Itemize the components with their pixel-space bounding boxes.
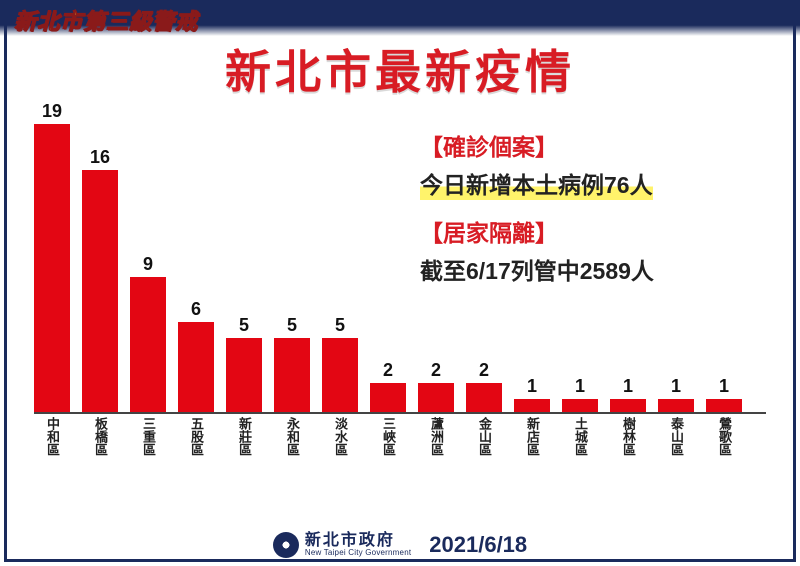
x-axis-label: 淡水區 [322, 416, 358, 456]
bar-wrap: 5 [226, 315, 262, 414]
footer: 新北市政府 New Taipei City Government 2021/6/… [0, 532, 800, 558]
x-axis-label: 新店區 [514, 416, 550, 456]
bar [322, 338, 358, 414]
bar-wrap: 2 [466, 360, 502, 414]
bar-value-label: 16 [90, 147, 110, 168]
bar-value-label: 1 [575, 376, 585, 397]
bar [130, 277, 166, 414]
bar-wrap: 5 [274, 315, 310, 414]
x-axis-label: 五股區 [178, 416, 214, 456]
x-axis-label: 中和區 [34, 416, 70, 456]
bar-wrap: 1 [658, 376, 694, 414]
bar [370, 383, 406, 414]
bar [226, 338, 262, 414]
bar-value-label: 9 [143, 254, 153, 275]
bar-wrap: 5 [322, 315, 358, 414]
bar [82, 170, 118, 414]
bar-chart: 19 16 9 6 5 5 5 2 2 2 1 1 1 1 1 中和區板橋區三重區五股區新莊區永和區淡水區三… [34, 100, 766, 456]
x-axis-label: 永和區 [274, 416, 310, 456]
x-axis-label: 新莊區 [226, 416, 262, 456]
x-axis-label: 泰山區 [658, 416, 694, 456]
bar-value-label: 2 [383, 360, 393, 381]
bar-value-label: 1 [527, 376, 537, 397]
alert-level-label: 新北市第三級警戒 [14, 4, 198, 36]
gov-name-en: New Taipei City Government [305, 549, 411, 557]
bar [466, 383, 502, 414]
bar-value-label: 2 [431, 360, 441, 381]
gov-name-cn: 新北市政府 [305, 533, 395, 549]
bar [418, 383, 454, 414]
bar [34, 124, 70, 414]
bar [178, 322, 214, 414]
x-axis-label: 金山區 [466, 416, 502, 456]
bar-wrap: 1 [562, 376, 598, 414]
bar-wrap: 6 [178, 299, 214, 414]
bar-wrap: 2 [418, 360, 454, 414]
bar-wrap: 1 [610, 376, 646, 414]
x-axis-label: 蘆洲區 [418, 416, 454, 456]
bar-value-label: 6 [191, 299, 201, 320]
bar-wrap: 9 [130, 254, 166, 414]
bar-wrap: 19 [34, 101, 70, 414]
bar-wrap: 1 [706, 376, 742, 414]
x-axis-label: 土城區 [562, 416, 598, 456]
bar-value-label: 1 [719, 376, 729, 397]
x-axis-label: 板橋區 [82, 416, 118, 456]
bar-value-label: 2 [479, 360, 489, 381]
footer-date: 2021/6/18 [429, 532, 527, 558]
gov-branding: 新北市政府 New Taipei City Government [273, 532, 411, 558]
x-axis-label: 樹林區 [610, 416, 646, 456]
gov-logo-icon [273, 532, 299, 558]
bar-value-label: 5 [239, 315, 249, 336]
bar-value-label: 19 [42, 101, 62, 122]
page-title: 新北市最新疫情 [0, 36, 800, 102]
bar-wrap: 1 [514, 376, 550, 414]
x-axis-label: 三重區 [130, 416, 166, 456]
bar-wrap: 16 [82, 147, 118, 414]
bar-value-label: 1 [623, 376, 633, 397]
bar-value-label: 5 [335, 315, 345, 336]
bar [274, 338, 310, 414]
chart-baseline [34, 412, 766, 414]
bar-wrap: 2 [370, 360, 406, 414]
bar-value-label: 1 [671, 376, 681, 397]
bar-value-label: 5 [287, 315, 297, 336]
x-axis-label: 三峽區 [370, 416, 406, 456]
x-axis-label: 鶯歌區 [706, 416, 742, 456]
